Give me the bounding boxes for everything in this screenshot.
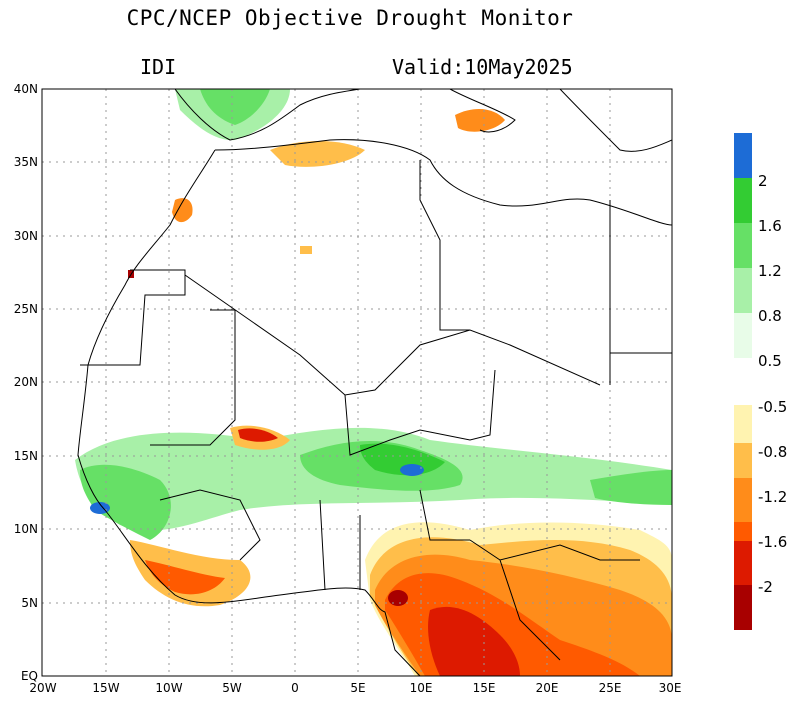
wet-field-core-2 bbox=[360, 443, 445, 476]
lon-label-25e: 25E bbox=[599, 681, 622, 695]
border-guinea bbox=[159, 489, 261, 561]
lon-label-5w: 5W bbox=[222, 681, 242, 695]
legend-dry-swatch-2 bbox=[734, 478, 752, 522]
dry-field-peak bbox=[388, 590, 408, 606]
map-title: CPC/NCEP Objective Drought Monitor bbox=[126, 6, 574, 30]
border-nigeria bbox=[319, 489, 470, 591]
dry-field-exceptional bbox=[428, 606, 520, 676]
north-africa-coast bbox=[214, 139, 672, 226]
dry-field-maghreb bbox=[270, 141, 365, 167]
legend-wet-swatch-1 bbox=[734, 178, 752, 223]
lon-label-5e: 5E bbox=[350, 681, 365, 695]
wet-field-senegal bbox=[80, 464, 171, 540]
lon-label-15e: 15E bbox=[473, 681, 496, 695]
west-africa-coast bbox=[77, 149, 421, 676]
legend-wet-swatch-0 bbox=[734, 133, 752, 178]
legend-dry-swatch-5 bbox=[734, 585, 752, 630]
legend-dry-swatch-3 bbox=[734, 522, 752, 541]
legend-dry-label-neg0-8: -0.8 bbox=[758, 443, 787, 461]
legend-wet-swatch-3 bbox=[734, 268, 752, 313]
lon-label-30e: 30E bbox=[659, 681, 682, 695]
lat-tick-labels: 40N 35N 30N 25N 20N 15N 10N 5N EQ bbox=[14, 82, 38, 683]
border-niger-chad bbox=[344, 369, 496, 456]
drought-fields bbox=[75, 89, 672, 676]
lat-label-25n: 25N bbox=[14, 302, 38, 316]
lat-label-35n: 35N bbox=[14, 155, 38, 169]
border-mali bbox=[150, 309, 236, 446]
lat-label-5n: 5N bbox=[21, 596, 38, 610]
lon-label-20w: 20W bbox=[29, 681, 56, 695]
iberia-coast bbox=[174, 89, 361, 141]
wet-field-north-iberia-core bbox=[200, 89, 270, 125]
grid-lines bbox=[42, 89, 672, 676]
dry-field-small bbox=[300, 246, 312, 254]
lat-label-eq: EQ bbox=[21, 669, 38, 683]
legend-wet-label-2: 2 bbox=[758, 172, 768, 190]
border-libya bbox=[419, 160, 470, 331]
italy-coast bbox=[449, 89, 516, 133]
dry-field-morocco bbox=[172, 198, 193, 223]
lon-label-0: 0 bbox=[291, 681, 299, 695]
legend-wet-label-1-2: 1.2 bbox=[758, 262, 782, 280]
valid-date-label: Valid:10May2025 bbox=[392, 55, 573, 79]
legend-wet-label-0-5: 0.5 bbox=[758, 352, 782, 370]
legend-wet-label-1-6: 1.6 bbox=[758, 217, 782, 235]
wet-field-peak-chad bbox=[400, 464, 424, 476]
lat-label-40n: 40N bbox=[14, 82, 38, 96]
legend-dry: -0.5 -0.8 -1.2 -1.6 -2 bbox=[734, 398, 787, 630]
dry-field-mali-core bbox=[238, 428, 278, 442]
legend-dry-label-neg1-2: -1.2 bbox=[758, 488, 787, 506]
lat-label-30n: 30N bbox=[14, 229, 38, 243]
legend-dry-swatch-4 bbox=[734, 541, 752, 585]
lon-tick-labels: 20W 15W 10W 5W 0 5E 10E 15E 20E 25E 30E bbox=[29, 681, 681, 695]
legend-wet-label-0-8: 0.8 bbox=[758, 307, 782, 325]
legend-wet-swatch-4 bbox=[734, 313, 752, 358]
border-algeria-mali bbox=[184, 274, 601, 396]
legend-dry-label-neg0-5: -0.5 bbox=[758, 398, 787, 416]
lon-label-15w: 15W bbox=[92, 681, 119, 695]
lat-label-20n: 20N bbox=[14, 375, 38, 389]
lat-label-10n: 10N bbox=[14, 522, 38, 536]
map-frame bbox=[41, 88, 673, 677]
border-central-africa bbox=[469, 539, 640, 661]
dry-field-italy bbox=[455, 108, 505, 132]
lat-label-15n: 15N bbox=[14, 449, 38, 463]
legend-wet-swatch-2 bbox=[734, 223, 752, 268]
wet-field-peak-senegal bbox=[90, 502, 110, 514]
legend-dry-swatch-0 bbox=[734, 405, 752, 443]
greece-coast bbox=[559, 89, 672, 152]
lon-label-20e: 20E bbox=[536, 681, 559, 695]
legend-dry-label-neg2: -2 bbox=[758, 578, 773, 596]
legend-dry-swatch-1 bbox=[734, 443, 752, 478]
legend-wet: 2 1.6 1.2 0.8 0.5 bbox=[734, 133, 782, 370]
index-label: IDI bbox=[140, 55, 177, 79]
lon-label-10e: 10E bbox=[410, 681, 433, 695]
lon-label-10w: 10W bbox=[155, 681, 182, 695]
coastlines bbox=[77, 89, 672, 676]
legend-dry-label-neg1-6: -1.6 bbox=[758, 533, 787, 551]
border-mauritania bbox=[80, 269, 186, 366]
